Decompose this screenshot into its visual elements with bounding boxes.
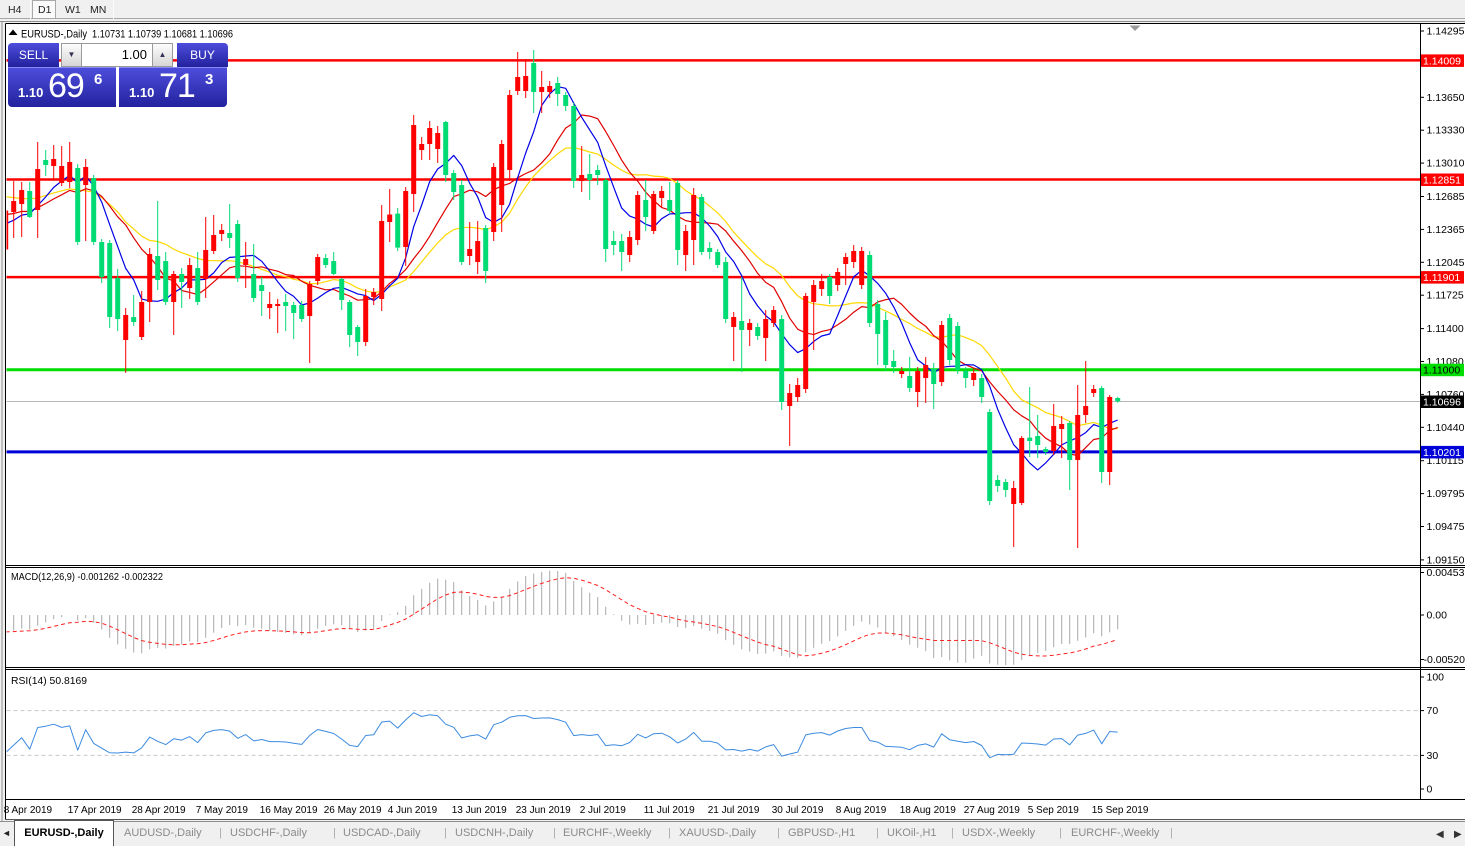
svg-text:1.12851: 1.12851 (1423, 175, 1461, 187)
svg-text:100: 100 (1427, 672, 1445, 684)
svg-text:4 Jun 2019: 4 Jun 2019 (388, 805, 438, 816)
svg-text:13 Jun 2019: 13 Jun 2019 (452, 805, 507, 816)
svg-text:7 May 2019: 7 May 2019 (196, 805, 249, 816)
svg-text:1.13010: 1.13010 (1427, 158, 1465, 170)
svg-text:-0.005205: -0.005205 (1424, 654, 1465, 666)
svg-text:0.004536: 0.004536 (1427, 567, 1465, 579)
svg-text:1.10440: 1.10440 (1427, 422, 1465, 434)
svg-text:1.12365: 1.12365 (1427, 224, 1465, 236)
svg-text:30: 30 (1427, 750, 1439, 762)
svg-text:1.13330: 1.13330 (1427, 125, 1465, 137)
svg-text:11 Jul 2019: 11 Jul 2019 (644, 805, 695, 816)
svg-text:1.14009: 1.14009 (1423, 55, 1461, 67)
svg-text:8 Aug 2019: 8 Aug 2019 (836, 805, 887, 816)
svg-text:EURUSD-,Daily: EURUSD-,Daily (21, 29, 87, 41)
svg-text:15 Sep 2019: 15 Sep 2019 (1092, 805, 1149, 816)
svg-text:1.12045: 1.12045 (1427, 257, 1465, 269)
svg-text:1.09475: 1.09475 (1427, 521, 1465, 533)
svg-text:1.14295: 1.14295 (1427, 26, 1465, 38)
svg-text:17 Apr 2019: 17 Apr 2019 (68, 805, 122, 816)
svg-text:1.10731 1.10739 1.10681 1.1069: 1.10731 1.10739 1.10681 1.10696 (92, 29, 233, 41)
svg-text:16 May 2019: 16 May 2019 (260, 805, 318, 816)
svg-text:23 Jun 2019: 23 Jun 2019 (516, 805, 571, 816)
svg-text:27 Aug 2019: 27 Aug 2019 (964, 805, 1021, 816)
svg-text:21 Jul 2019: 21 Jul 2019 (708, 805, 760, 816)
svg-text:1.12685: 1.12685 (1427, 191, 1465, 203)
svg-text:28 Apr 2019: 28 Apr 2019 (132, 805, 186, 816)
svg-text:1.09795: 1.09795 (1427, 488, 1465, 500)
svg-text:1.11725: 1.11725 (1427, 290, 1464, 302)
svg-text:MACD(12,26,9) -0.001262 -0.002: MACD(12,26,9) -0.001262 -0.002322 (11, 571, 163, 583)
svg-text:30 Jul 2019: 30 Jul 2019 (772, 805, 824, 816)
svg-text:1.11400: 1.11400 (1427, 323, 1464, 335)
svg-text:1.10201: 1.10201 (1423, 447, 1461, 459)
svg-text:1.13650: 1.13650 (1427, 92, 1465, 104)
svg-text:8 Apr 2019: 8 Apr 2019 (4, 805, 53, 816)
svg-text:70: 70 (1427, 705, 1439, 717)
svg-text:1.11901: 1.11901 (1423, 272, 1460, 284)
svg-text:1.09150: 1.09150 (1427, 554, 1465, 566)
svg-text:0: 0 (1427, 784, 1433, 796)
svg-text:1.10696: 1.10696 (1423, 397, 1461, 409)
svg-text:18 Aug 2019: 18 Aug 2019 (900, 805, 957, 816)
svg-text:26 May 2019: 26 May 2019 (324, 805, 382, 816)
svg-text:5 Sep 2019: 5 Sep 2019 (1028, 805, 1080, 816)
svg-text:1.11000: 1.11000 (1423, 365, 1460, 377)
svg-text:2 Jul 2019: 2 Jul 2019 (580, 805, 627, 816)
svg-text:RSI(14) 50.8169: RSI(14) 50.8169 (11, 675, 87, 687)
svg-text:0.00: 0.00 (1427, 610, 1448, 622)
